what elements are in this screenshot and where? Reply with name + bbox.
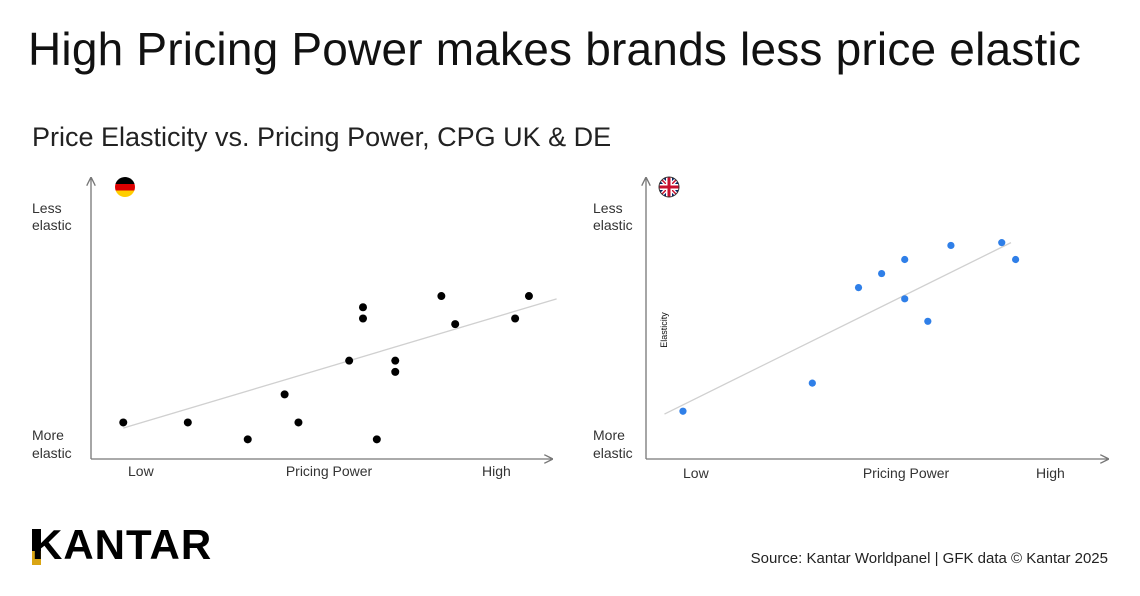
scatter-point: [924, 317, 932, 325]
scatter-point: [679, 407, 687, 415]
y-top-label-line1: Less: [593, 200, 623, 216]
scatter-point: [808, 379, 816, 387]
scatter-point: [280, 390, 289, 399]
uk-flag-ring: [658, 176, 680, 198]
uk-marks: [664, 239, 1020, 415]
x-low-label: Low: [128, 463, 155, 479]
scatter-point: [358, 314, 367, 323]
scatter-point: [511, 314, 520, 323]
page-title: High Pricing Power makes brands less pri…: [28, 23, 1082, 75]
germany-flag-icon: [115, 177, 135, 197]
x-high-label: High: [1036, 465, 1065, 481]
y-bottom-label-line1: More: [32, 427, 64, 443]
scatter-point: [854, 283, 863, 292]
y-axis-title: Elasticity: [659, 312, 669, 348]
source-note: Source: Kantar Worldpanel | GFK data © K…: [750, 550, 1108, 567]
y-bottom-label-line2: elastic: [593, 445, 633, 461]
kantar-logo-word: KANTAR: [32, 521, 213, 568]
scatter-point: [437, 292, 446, 301]
kantar-logo: KANTAR: [32, 521, 232, 569]
y-top-label-line2: elastic: [593, 217, 633, 233]
scatter-point: [391, 356, 400, 365]
chart-uk: Less elastic More elastic Elasticity Low…: [593, 176, 1108, 481]
scatter-point: [345, 356, 354, 365]
trendline: [123, 298, 557, 429]
scatter-point: [524, 292, 533, 301]
kantar-logo-mark: [32, 529, 41, 565]
scatter-point: [391, 367, 400, 376]
scatter-point: [243, 435, 252, 444]
scatter-point: [878, 269, 886, 278]
scatter-point: [451, 320, 460, 329]
scatter-point: [358, 303, 367, 312]
y-bottom-label-line2: elastic: [32, 445, 72, 461]
x-low-label: Low: [683, 465, 710, 481]
x-axis-title: Pricing Power: [863, 465, 950, 481]
scatter-point: [372, 435, 381, 444]
y-top-label-line2: elastic: [32, 217, 72, 233]
scatter-point: [183, 418, 192, 427]
scatter-point: [998, 239, 1006, 247]
scatter-point: [947, 241, 955, 250]
y-bottom-label-line1: More: [593, 427, 625, 443]
chart-subtitle: Price Elasticity vs. Pricing Power, CPG …: [32, 122, 612, 152]
scatter-point: [901, 295, 909, 303]
de-marks: [119, 292, 557, 444]
uk-flag-icon: [659, 177, 679, 197]
chart-de: Less elastic More elastic Low Pricing Po…: [32, 177, 557, 479]
scatter-point: [294, 418, 303, 427]
x-high-label: High: [482, 463, 511, 479]
scatter-point: [1012, 255, 1020, 264]
scatter-point: [119, 418, 128, 427]
kantar-logo-text: KANTAR: [32, 521, 212, 569]
y-top-label-line1: Less: [32, 200, 62, 216]
trendline: [664, 242, 1012, 415]
x-axis-title: Pricing Power: [286, 463, 373, 479]
scatter-point: [901, 255, 909, 264]
